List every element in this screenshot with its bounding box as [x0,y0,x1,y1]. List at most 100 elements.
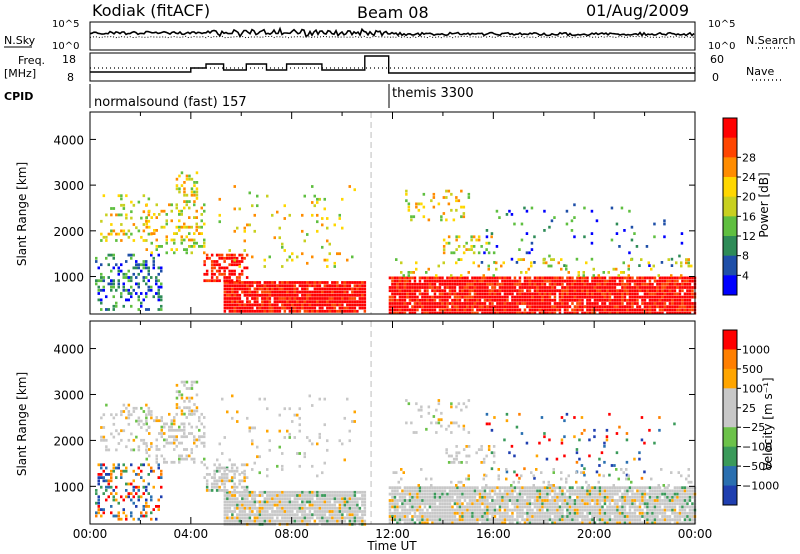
heatmap-cell [678,518,682,522]
heatmap-cell [546,505,549,509]
heatmap-cell [428,302,432,305]
heatmap-cell [321,513,324,517]
heatmap-cell [676,511,679,515]
heatmap-cell [471,295,474,299]
heatmap-cell [681,505,684,509]
heatmap-cell [448,286,452,289]
heatmap-cell [233,309,237,313]
heatmap-cell [568,515,572,518]
heatmap-cell [361,293,364,297]
heatmap-cell [621,495,624,499]
heatmap-cell [561,298,564,302]
heatmap-cell [598,499,602,502]
heatmap-cell [230,466,234,470]
heatmap-cell [586,295,589,299]
heatmap-cell [476,521,479,525]
heatmap-cell [276,490,279,494]
heatmap-cell [433,505,437,509]
heatmap-cell [100,438,103,442]
heatmap-cell [473,486,477,490]
heatmap-cell [228,303,232,307]
heatmap-cell [620,206,624,210]
heatmap-cell [122,282,125,286]
heatmap-cell [438,286,442,289]
heatmap-cell [231,500,234,504]
heatmap-cell [598,505,602,509]
heatmap-cell [596,289,599,293]
heatmap-cell [346,494,349,497]
heatmap-cell [100,298,103,302]
heatmap-cell [431,486,434,490]
heatmap-cell [476,518,479,522]
heatmap-cell [643,502,647,506]
heatmap-cell [536,282,539,286]
heatmap-cell [393,295,397,299]
heatmap-cell [97,463,100,467]
heatmap-cell [528,251,531,255]
heatmap-cell [402,274,405,277]
heatmap-cell [651,289,654,293]
heatmap-cell [233,269,236,273]
heatmap-cell [293,306,297,310]
heatmap-cell [398,518,402,522]
heatmap-cell [671,495,674,499]
heatmap-cell [228,490,232,494]
heatmap-cell [541,492,544,496]
heatmap-cell [568,295,572,299]
heatmap-cell [436,486,439,490]
heatmap-cell [243,309,247,313]
heatmap-cell [468,486,472,490]
heatmap-cell [225,473,229,476]
heatmap-cell [188,174,191,178]
heatmap-cell [303,281,307,284]
power-panel-frame [89,111,696,315]
heatmap-cell [496,302,499,305]
heatmap-cell [117,501,120,505]
heatmap-cell [577,271,580,274]
heatmap-cell [478,511,482,515]
heatmap-cell [208,256,211,260]
heatmap-cell [476,308,479,312]
heatmap-cell [646,276,649,280]
heatmap-cell [678,276,682,280]
heatmap-cell [486,311,489,315]
heatmap-cell [528,515,532,518]
heatmap-cell [591,292,594,296]
heatmap-cell [691,486,694,490]
heatmap-cell [421,518,424,522]
heatmap-cell [543,302,547,305]
heatmap-cell [648,286,652,289]
heatmap-cell [158,213,161,216]
heatmap-cell [273,300,277,304]
heatmap-cell [591,308,594,312]
heatmap-cell [326,503,329,507]
heatmap-cell [401,289,404,293]
heatmap-cell [691,286,694,289]
heatmap-cell [521,505,524,509]
heatmap-cell [273,497,277,501]
heatmap-cell [648,276,652,280]
heatmap-cell [263,258,266,262]
heatmap-cell [623,295,627,299]
heatmap-cell [626,279,629,283]
heatmap-cell [147,463,150,467]
heatmap-cell [238,490,242,494]
heatmap-cell [253,503,257,507]
heatmap-cell [478,276,482,280]
heatmap-cell [436,295,439,299]
heatmap-cell [628,499,632,502]
heatmap-cell [656,305,659,309]
heatmap-cell [238,494,242,497]
heatmap-cell [678,521,682,525]
heatmap-cell [393,276,397,280]
heatmap-cell [533,302,537,305]
heatmap-cell [466,492,469,496]
heatmap-cell [681,302,684,305]
heatmap-cell [611,308,614,312]
heatmap-cell [453,302,457,305]
heatmap-cell [248,500,252,504]
heatmap-cell [456,508,459,512]
heatmap-cell [468,515,472,518]
heatmap-cell [238,260,241,263]
heatmap-cell [583,295,587,299]
